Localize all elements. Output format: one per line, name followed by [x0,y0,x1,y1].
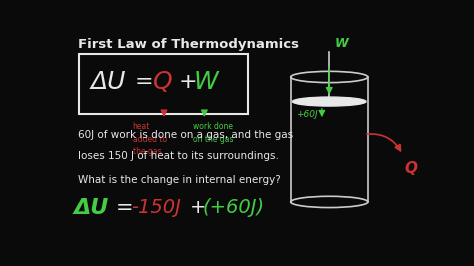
Text: heat
added to
the gas: heat added to the gas [133,122,167,156]
Text: loses 150 J of heat to its surroundings.: loses 150 J of heat to its surroundings. [78,151,279,161]
Text: ΔU: ΔU [74,198,109,218]
Text: Q: Q [405,161,418,176]
Text: Q: Q [153,70,173,94]
Text: (+60J): (+60J) [202,198,264,217]
Text: work done
on the gas: work done on the gas [193,122,234,144]
Text: ΔU: ΔU [91,70,126,94]
Text: =: = [116,198,134,218]
Text: 60J of work is done on a gas, and the gas: 60J of work is done on a gas, and the ga… [78,130,293,140]
Text: What is the change in internal energy?: What is the change in internal energy? [78,175,280,185]
Text: -150J: -150J [131,198,181,217]
Text: First Law of Thermodynamics: First Law of Thermodynamics [78,38,299,51]
Text: +60J: +60J [296,110,318,119]
Bar [80,55,248,114]
Text: W: W [335,37,348,50]
Text: =: = [135,72,153,92]
Text: +: + [179,72,197,92]
Text: W: W [193,70,218,94]
Ellipse shape [292,97,366,106]
Text: +: + [190,198,206,217]
